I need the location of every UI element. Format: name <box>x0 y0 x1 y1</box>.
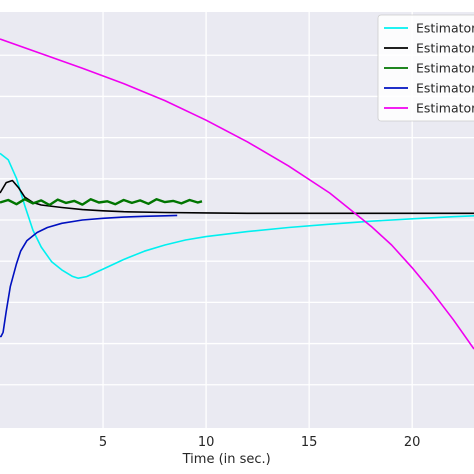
series-line-3 <box>0 197 203 207</box>
legend-box <box>377 14 474 122</box>
legend: Estimator Estimator Estimator Estimator Esti… <box>377 14 474 122</box>
x-tick-labels: 5 10 15 20 <box>99 435 421 450</box>
x-tick-label: 15 <box>301 435 318 450</box>
series-line-2 <box>0 179 474 215</box>
series-line-1 <box>0 152 474 280</box>
legend-label-2: Estimator <box>416 41 474 56</box>
x-tick-label: 10 <box>198 435 215 450</box>
legend-label-1: Estimator <box>416 21 474 36</box>
legend-label-3: Estimator <box>416 61 474 76</box>
series-line-4 <box>0 214 178 338</box>
series-lines <box>0 38 474 350</box>
legend-label-4: Estimator <box>416 81 474 96</box>
legend-label-5: Estimator <box>416 101 474 116</box>
x-axis-label: Time (in sec.) <box>182 452 271 467</box>
series-line-5 <box>0 38 474 350</box>
x-tick-label: 20 <box>404 435 421 450</box>
x-tick-label: 5 <box>99 435 107 450</box>
